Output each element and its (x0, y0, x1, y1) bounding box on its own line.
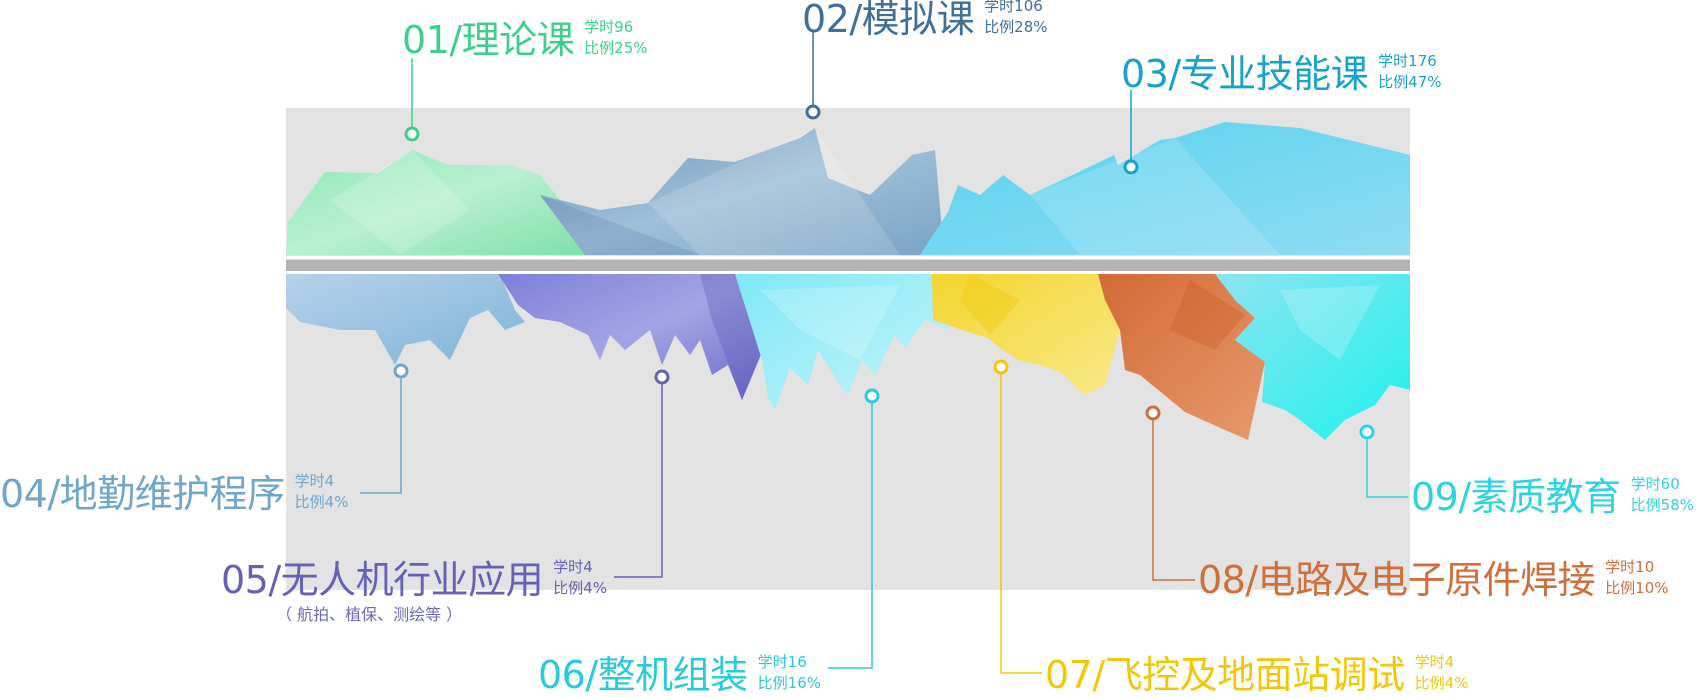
marker-09 (1359, 424, 1375, 440)
course-hours: 学时96 (584, 18, 634, 36)
course-title: 05/无人机行业应用 (221, 558, 544, 602)
course-ratio: 比例58% (1630, 496, 1695, 514)
course-hours: 学时4 (294, 472, 335, 490)
course-hours: 学时106 (984, 0, 1043, 15)
course-title: 02/模拟课 (802, 0, 975, 41)
course-hours: 学时10 (1605, 558, 1655, 576)
course-title: 04/地勤维护程序 (0, 472, 285, 516)
marker-03 (1123, 159, 1139, 175)
course-label-09: 09/素质教育 学时60 比例58% (1411, 475, 1694, 519)
mountain-09 (1215, 274, 1410, 440)
course-hours: 学时16 (757, 653, 807, 671)
course-label-04: 04/地勤维护程序 学时4 比例4% (0, 472, 348, 516)
marker-01 (404, 126, 420, 142)
course-note-05: （ 航拍、植保、测绘等 ） (276, 605, 463, 624)
course-label-05: 05/无人机行业应用 学时4 比例4% (221, 558, 607, 602)
course-hours: 学时60 (1630, 475, 1680, 493)
top-mountains (286, 122, 1410, 255)
course-ratio: 比例4% (1414, 674, 1469, 692)
course-label-01: 01/理论课 学时96 比例25% (402, 18, 648, 62)
mountain-05 (498, 274, 765, 400)
mountain-07 (932, 274, 1120, 395)
course-ratio: 比例4% (294, 493, 349, 511)
mountain-02 (540, 128, 950, 255)
divider-line (286, 256, 1410, 259)
course-hours: 学时4 (1414, 653, 1455, 671)
course-ratio: 比例10% (1605, 579, 1669, 597)
divider-bar (286, 260, 1410, 271)
leader-lines (360, 32, 1408, 674)
marker-05 (654, 369, 670, 385)
course-ratio: 比例47% (1378, 73, 1442, 91)
course-hours: 学时176 (1378, 52, 1437, 70)
mountain-06 (735, 274, 948, 410)
mountain-01 (286, 150, 585, 255)
course-label-06: 06/整机组装 学时16 比例16% (538, 653, 821, 697)
course-label-02: 02/模拟课 学时106 比例28% (802, 0, 1048, 41)
bottom-mountains (286, 274, 1410, 440)
course-ratio: 比例16% (757, 674, 822, 692)
course-ratio: 比例4% (553, 579, 607, 597)
course-label-07: 07/飞控及地面站调试 学时4 比例4% (1045, 653, 1468, 697)
course-label-08: 08/电路及电子原件焊接 学时10 比例10% (1198, 558, 1669, 602)
mountain-04 (286, 274, 525, 365)
course-label-03: 03/专业技能课 学时176 比例47% (1121, 52, 1442, 96)
mountain-08 (1098, 274, 1265, 440)
markers (393, 104, 1375, 440)
mountain-03 (920, 122, 1410, 255)
course-title: 08/电路及电子原件焊接 (1198, 558, 1596, 602)
course-ratio: 比例28% (984, 18, 1048, 36)
course-hours: 学时4 (553, 558, 593, 576)
marker-06 (864, 388, 880, 404)
marker-08 (1145, 405, 1161, 421)
course-ratio: 比例25% (584, 39, 648, 57)
marker-02 (805, 104, 821, 120)
course-title: 07/飞控及地面站调试 (1045, 653, 1405, 697)
marker-07 (993, 359, 1009, 375)
course-title: 09/素质教育 (1411, 475, 1621, 519)
course-title: 03/专业技能课 (1121, 52, 1369, 96)
course-title: 06/整机组装 (538, 653, 748, 697)
course-title: 01/理论课 (402, 18, 575, 62)
marker-04 (393, 363, 409, 379)
